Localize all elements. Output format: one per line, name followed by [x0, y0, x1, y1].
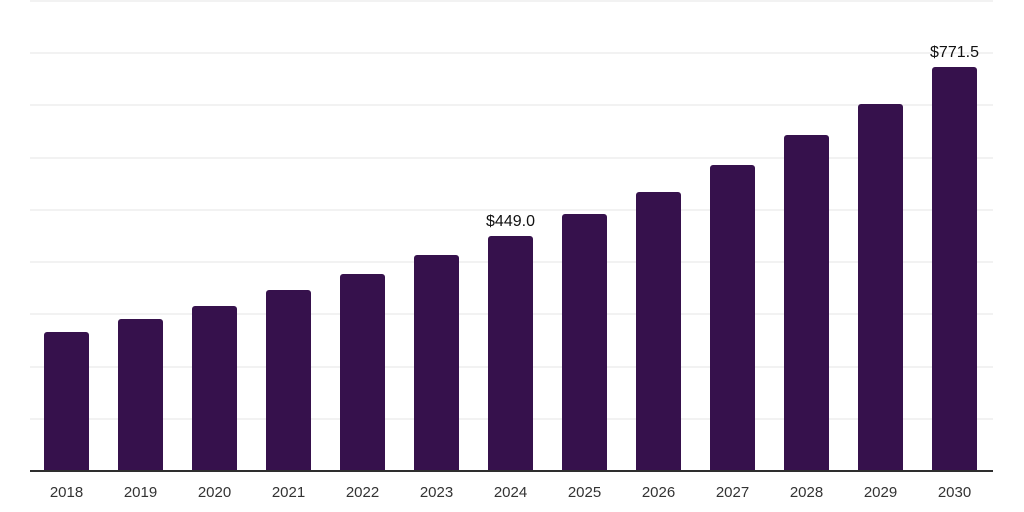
bar-2025 — [562, 214, 607, 470]
bar-2020 — [192, 306, 237, 470]
x-axis-line — [30, 470, 993, 472]
x-tick-label-2018: 2018 — [49, 484, 84, 501]
bar-2027 — [710, 165, 755, 470]
x-tick-label-2020: 2020 — [197, 484, 232, 501]
gridline-600 — [30, 157, 993, 159]
gridline-800 — [30, 52, 993, 54]
gridline-500 — [30, 209, 993, 211]
x-tick-label-2027: 2027 — [715, 484, 750, 501]
bar-2028 — [784, 135, 829, 470]
x-tick-label-2024: 2024 — [493, 484, 528, 501]
x-tick-label-2029: 2029 — [863, 484, 898, 501]
bar-2021 — [266, 290, 311, 470]
bar-2030 — [932, 67, 977, 470]
x-tick-label-2023: 2023 — [419, 484, 454, 501]
x-tick-label-2026: 2026 — [641, 484, 676, 501]
bar-2023 — [414, 255, 459, 470]
x-tick-label-2030: 2030 — [937, 484, 972, 501]
data-label-2024: $449.0 — [486, 212, 535, 230]
bar-2018 — [44, 331, 89, 470]
x-tick-label-2025: 2025 — [567, 484, 602, 501]
x-tick-label-2019: 2019 — [123, 484, 158, 501]
bar-2026 — [636, 191, 681, 470]
gridline-900 — [30, 0, 993, 2]
bar-2022 — [340, 274, 385, 470]
x-tick-label-2022: 2022 — [345, 484, 380, 501]
x-tick-label-2028: 2028 — [789, 484, 824, 501]
x-tick-label-2021: 2021 — [271, 484, 306, 501]
bar-2019 — [118, 319, 163, 470]
data-label-2030: $771.5 — [930, 44, 979, 62]
gridline-700 — [30, 104, 993, 106]
bar-2029 — [858, 103, 903, 470]
bar-2024 — [488, 235, 533, 470]
